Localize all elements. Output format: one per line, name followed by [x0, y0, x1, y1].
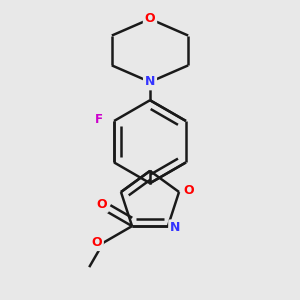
- Text: F: F: [95, 113, 103, 126]
- Text: N: N: [170, 221, 180, 234]
- Text: O: O: [145, 12, 155, 26]
- Text: O: O: [96, 198, 107, 211]
- Text: O: O: [183, 184, 194, 197]
- Text: N: N: [145, 76, 155, 88]
- Text: O: O: [92, 236, 102, 249]
